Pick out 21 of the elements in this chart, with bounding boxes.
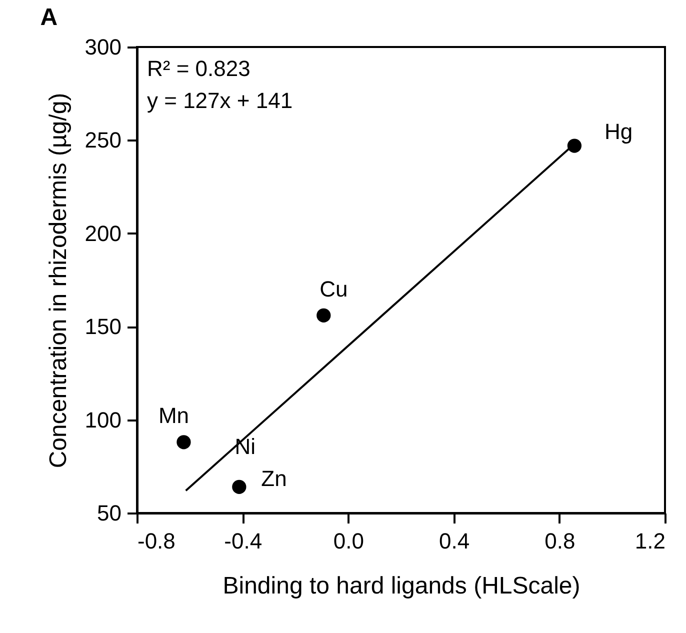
annotation: R² = 0.823	[147, 56, 250, 81]
x-tick-label: 0.4	[439, 528, 470, 554]
annotation: y = 127x + 141	[147, 88, 293, 113]
y-axis-title: Concentration in rhizodermis (µg/g)	[44, 92, 72, 468]
y-tick-label: 150	[84, 314, 122, 340]
annotation: Cu	[320, 276, 348, 302]
annotation: Zn	[261, 466, 287, 491]
annotation: Mn	[158, 403, 190, 428]
annotation: Hg	[604, 118, 633, 144]
y-tick-label: 300	[84, 34, 122, 60]
x-tick-label: 1.2	[634, 528, 666, 554]
y-tick-label: 200	[84, 220, 122, 246]
x-axis-title: Binding to hard ligands (HLScale)	[222, 572, 580, 600]
x-tick-label: -0.4	[224, 528, 262, 554]
y-tick-label: 100	[84, 407, 122, 432]
x-tick-label: 0.8	[544, 528, 576, 554]
x-tick-label: 0.0	[333, 528, 364, 554]
y-tick-label: 250	[84, 128, 122, 153]
x-tick-label: -0.8	[138, 528, 176, 554]
chart-title: A	[40, 4, 58, 31]
y-tick-label: 50	[97, 500, 122, 526]
